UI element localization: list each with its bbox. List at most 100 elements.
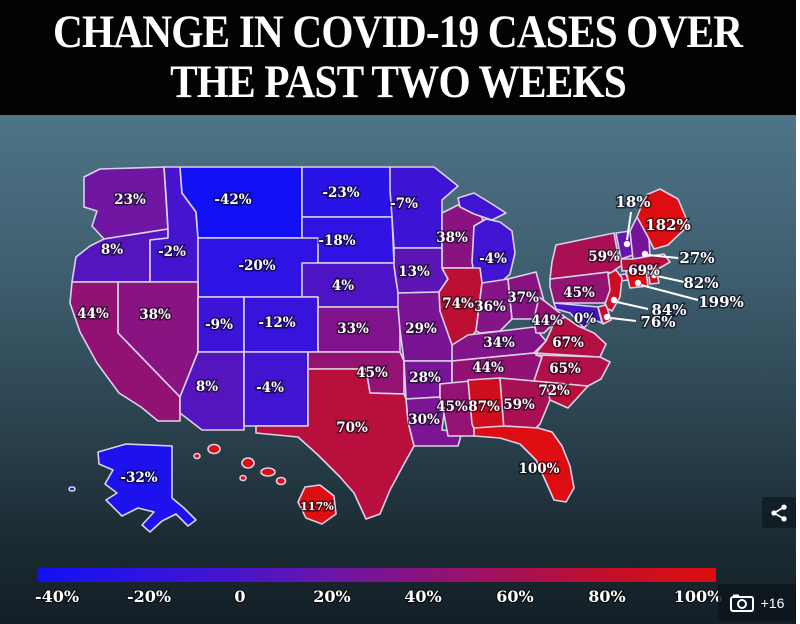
state-labels: 23% 8% 44% 38% -2% -42% -20% -9% -12% 8%… bbox=[76, 184, 746, 515]
state-label-ma: 69% bbox=[628, 263, 660, 279]
callout-label-nj: 84% bbox=[651, 301, 686, 319]
state-label-ny: 59% bbox=[588, 249, 620, 265]
legend-tick-6: 80% bbox=[588, 587, 625, 606]
state-label-al: 87% bbox=[468, 399, 500, 415]
state-fl bbox=[473, 425, 575, 503]
state-hi-island-5 bbox=[239, 474, 247, 482]
state-label-ut: -9% bbox=[205, 317, 233, 333]
legend-tick-7: 100% bbox=[674, 587, 723, 606]
state-label-ne: 4% bbox=[332, 278, 354, 294]
state-label-tx: 70% bbox=[336, 420, 368, 436]
state-label-tn: 44% bbox=[472, 360, 504, 376]
state-label-md: 0% bbox=[574, 311, 596, 327]
state-hi-island-6 bbox=[275, 476, 287, 486]
camera-icon bbox=[729, 594, 754, 612]
callout-label-ct: 199% bbox=[698, 293, 744, 311]
page-edge-strip bbox=[796, 0, 800, 624]
callout-dot-nj bbox=[610, 296, 618, 304]
state-hi-island-1 bbox=[193, 452, 201, 460]
legend-tick-3: 20% bbox=[313, 587, 350, 606]
state-shapes bbox=[68, 166, 690, 533]
state-ak-island bbox=[68, 486, 76, 492]
state-label-az: 8% bbox=[196, 379, 218, 395]
state-label-hi: 117% bbox=[300, 500, 334, 513]
state-label-sd: -18% bbox=[318, 233, 355, 249]
callout-line-nh bbox=[647, 254, 679, 259]
share-button[interactable] bbox=[762, 497, 796, 528]
state-label-ak: -32% bbox=[120, 470, 157, 486]
state-label-pa: 45% bbox=[563, 285, 595, 301]
state-label-nm: -4% bbox=[256, 380, 284, 396]
callout-dot-ct bbox=[634, 279, 642, 287]
color-scale-legend: -40% -20% 0 20% 40% 60% 80% 100% bbox=[34, 568, 724, 607]
headline-line-1: CHANGE IN COVID-19 CASES OVER bbox=[53, 5, 743, 58]
state-label-nv: 38% bbox=[139, 307, 171, 323]
share-icon bbox=[771, 504, 787, 521]
state-label-ga: 59% bbox=[503, 397, 535, 413]
state-ca bbox=[69, 281, 181, 422]
photo-gallery-button[interactable]: +16 bbox=[718, 584, 796, 621]
callout-dot-ri bbox=[650, 271, 658, 279]
headline-bar: CHANGE IN COVID-19 CASES OVER THE PAST T… bbox=[0, 0, 796, 115]
state-hi-island-4 bbox=[260, 467, 276, 477]
state-label-wy: -20% bbox=[238, 258, 275, 274]
callout-label-ri: 82% bbox=[683, 274, 718, 292]
state-me bbox=[636, 188, 690, 250]
state-label-me: 182% bbox=[645, 216, 691, 234]
state-label-fl: 100% bbox=[518, 461, 559, 477]
state-tx bbox=[255, 368, 415, 520]
legend-tick-2: 0 bbox=[234, 587, 245, 606]
state-label-mt: -42% bbox=[214, 192, 251, 208]
gallery-count: +16 bbox=[760, 594, 785, 611]
state-label-in: 36% bbox=[474, 299, 506, 315]
state-label-ok: 45% bbox=[356, 365, 388, 381]
state-hi-island-2 bbox=[207, 443, 221, 455]
callout-label-de: 76% bbox=[640, 313, 675, 331]
headline-line-2: THE PAST TWO WEEKS bbox=[170, 55, 627, 108]
state-label-mo: 29% bbox=[405, 321, 437, 337]
state-nj bbox=[603, 269, 623, 312]
state-label-ms: 45% bbox=[436, 399, 468, 415]
legend-tick-5: 60% bbox=[496, 587, 533, 606]
state-label-oh: 37% bbox=[507, 290, 539, 306]
callout-lines bbox=[603, 211, 699, 322]
state-label-or: 8% bbox=[101, 242, 123, 258]
state-label-wa: 23% bbox=[114, 192, 146, 208]
callout-dot-de bbox=[603, 313, 611, 321]
legend-tick-0: -40% bbox=[35, 587, 79, 606]
state-label-id: -2% bbox=[158, 244, 186, 260]
state-label-mn: -7% bbox=[390, 196, 418, 212]
legend-tick-4: 40% bbox=[404, 587, 441, 606]
callout-line-de bbox=[610, 317, 637, 322]
callout-line-ri bbox=[656, 275, 685, 283]
state-label-la: 30% bbox=[408, 412, 440, 428]
state-mi-upper bbox=[457, 192, 507, 221]
state-label-ca: 44% bbox=[77, 306, 109, 322]
state-label-sc: 72% bbox=[538, 383, 570, 399]
state-nc bbox=[533, 354, 611, 387]
state-label-il: 74% bbox=[442, 296, 474, 312]
state-label-co: -12% bbox=[258, 315, 295, 331]
callout-line-nj bbox=[616, 301, 649, 310]
callout-label-vt: 18% bbox=[615, 193, 650, 211]
state-label-nd: -23% bbox=[322, 185, 359, 201]
state-label-wi: 38% bbox=[436, 230, 468, 246]
state-label-wv: 44% bbox=[531, 313, 563, 329]
state-hi-big-island bbox=[297, 484, 337, 525]
state-label-ia: 13% bbox=[398, 264, 430, 280]
state-label-ar: 28% bbox=[409, 370, 441, 386]
callout-line-ct bbox=[640, 284, 699, 301]
state-label-mi: -4% bbox=[479, 251, 507, 267]
state-ak bbox=[97, 443, 197, 533]
legend-gradient-bar bbox=[38, 568, 716, 582]
callout-dot-vt bbox=[623, 240, 631, 248]
state-hi-island-3 bbox=[241, 457, 255, 469]
state-label-va: 67% bbox=[552, 335, 584, 351]
callout-dot-nh bbox=[641, 250, 649, 258]
legend-tick-1: -20% bbox=[127, 587, 171, 606]
state-wv bbox=[533, 296, 566, 334]
state-label-ks: 33% bbox=[337, 321, 369, 337]
callout-line-vt bbox=[626, 211, 632, 241]
